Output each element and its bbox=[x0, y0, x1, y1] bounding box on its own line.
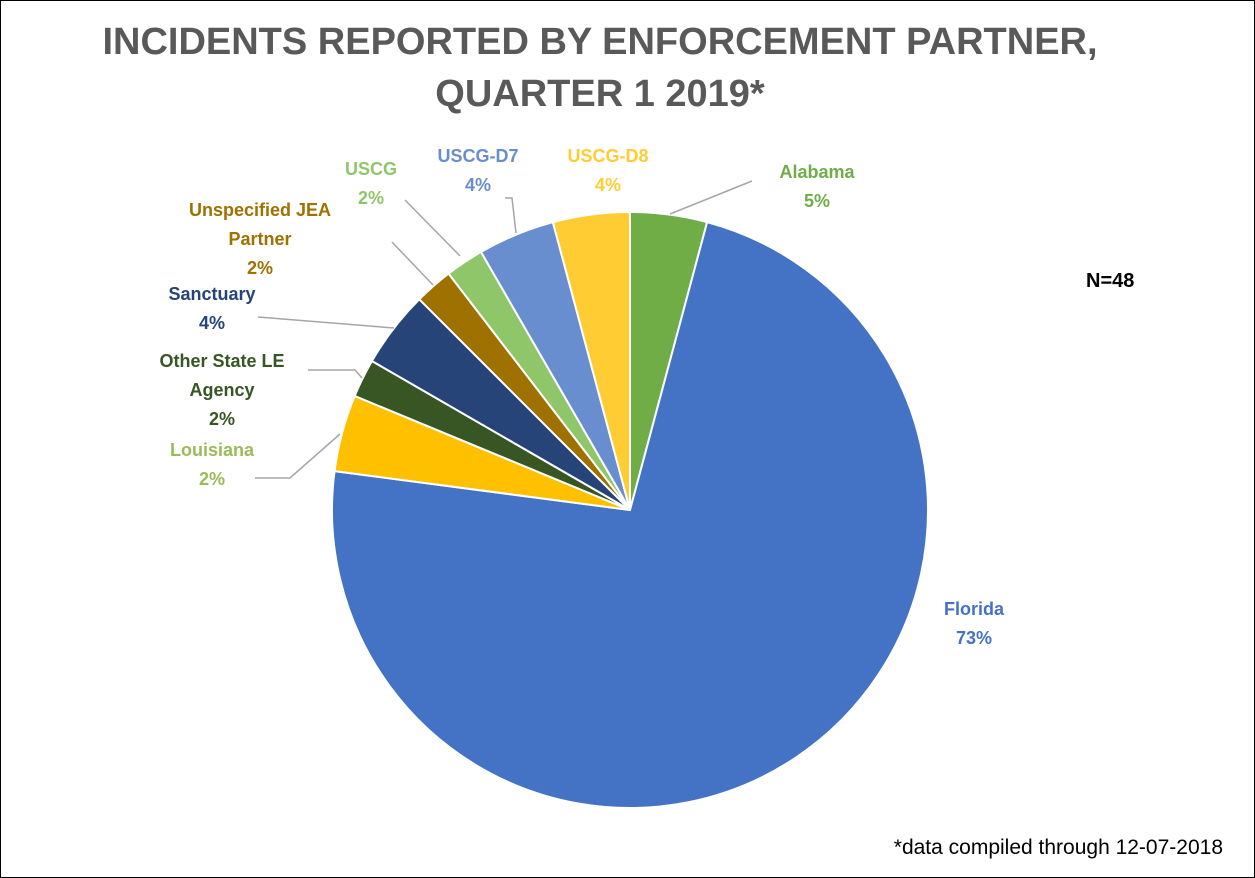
data-label-percent: 4% bbox=[465, 175, 491, 195]
data-label-unspecified-jea-partner: Unspecified JEA Partner 2% bbox=[189, 200, 331, 278]
data-label-name: Unspecified JEA bbox=[189, 200, 331, 220]
leader-line-uscg-d7 bbox=[505, 197, 517, 234]
pie-slices bbox=[331, 210, 929, 809]
chart-title: INCIDENTS REPORTED BY ENFORCEMENT PARTNE… bbox=[0, 16, 1200, 120]
data-label-uscg-d8: USCG-D8 4% bbox=[567, 146, 648, 195]
data-label-name: Alabama bbox=[779, 162, 855, 182]
leader-lines bbox=[255, 180, 753, 479]
leader-line-other-state-le-agency bbox=[308, 369, 363, 379]
leader-line-sanctuary bbox=[257, 316, 395, 329]
pie-slice-florida bbox=[331, 220, 929, 809]
data-label-uscg-d7: USCG-D7 4% bbox=[437, 146, 518, 195]
chart-title-line-2: QUARTER 1 2019* bbox=[435, 73, 765, 115]
leader-line-uscg bbox=[404, 199, 461, 257]
data-label-percent: 73% bbox=[956, 628, 992, 648]
data-label-name: Louisiana bbox=[170, 440, 255, 460]
data-label-florida: Florida 73% bbox=[944, 599, 1005, 648]
pie-slice-uscg-d8 bbox=[551, 210, 631, 511]
data-label-louisiana: Louisiana 2% bbox=[170, 440, 255, 489]
chart-title-line-1: INCIDENTS REPORTED BY ENFORCEMENT PARTNE… bbox=[102, 21, 1098, 63]
leader-line-louisiana bbox=[255, 433, 341, 479]
sample-size-label: N=48 bbox=[1086, 270, 1135, 292]
data-label-percent: 2% bbox=[209, 409, 235, 429]
footnote: *data compiled through 12-07-2018 bbox=[893, 836, 1223, 859]
data-label-name: Sanctuary bbox=[168, 284, 255, 304]
data-label-sanctuary: Sanctuary 4% bbox=[168, 284, 255, 333]
data-label-percent: 2% bbox=[358, 188, 384, 208]
data-label-name: Other State LE bbox=[159, 351, 284, 371]
data-label-name: USCG-D7 bbox=[437, 146, 518, 166]
data-label-percent: 5% bbox=[804, 191, 830, 211]
data-label-percent: 4% bbox=[199, 313, 225, 333]
leader-line-unspecified-jea-partner bbox=[391, 241, 434, 286]
data-label-name: USCG-D8 bbox=[567, 146, 648, 166]
data-label-other-state-le-agency: Other State LE Agency 2% bbox=[159, 351, 284, 429]
data-label-name: Florida bbox=[944, 599, 1005, 619]
data-label-name: Agency bbox=[189, 380, 254, 400]
data-label-name: USCG bbox=[345, 159, 397, 179]
data-label-alabama: Alabama 5% bbox=[779, 162, 855, 211]
data-label-uscg: USCG 2% bbox=[345, 159, 397, 208]
leader-line-alabama bbox=[669, 180, 753, 215]
data-label-percent: 4% bbox=[595, 175, 621, 195]
slice-labels: Alabama 5%Florida 73%Louisiana 2%Other Stat… bbox=[159, 146, 1005, 648]
data-label-percent: 2% bbox=[199, 469, 225, 489]
data-label-name: Partner bbox=[228, 229, 291, 249]
data-label-percent: 2% bbox=[247, 258, 273, 278]
